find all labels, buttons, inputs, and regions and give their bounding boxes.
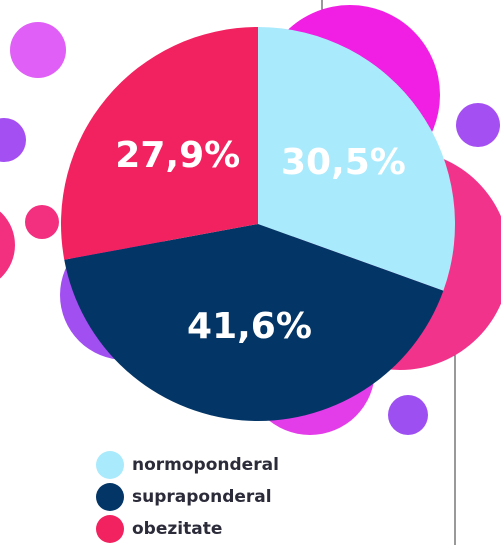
- pie-slice: [60, 27, 258, 260]
- slice-label: 27,9%: [115, 135, 240, 176]
- legend: normoponderal supraponderal obezitate: [96, 451, 279, 543]
- legend-swatch: [96, 483, 124, 511]
- legend-swatch: [96, 515, 124, 543]
- slice-labels: 30,5% 41,6% 27,9%: [115, 135, 406, 347]
- legend-label: obezitate: [132, 519, 222, 539]
- legend-label: supraponderal: [132, 487, 272, 507]
- legend-swatch: [96, 451, 124, 479]
- pie-slice: [258, 27, 456, 291]
- pie: [60, 27, 456, 422]
- slice-label: 41,6%: [187, 306, 312, 347]
- pie-slice: [64, 224, 444, 422]
- legend-label: normoponderal: [132, 455, 279, 475]
- slice-label: 30,5%: [281, 142, 406, 183]
